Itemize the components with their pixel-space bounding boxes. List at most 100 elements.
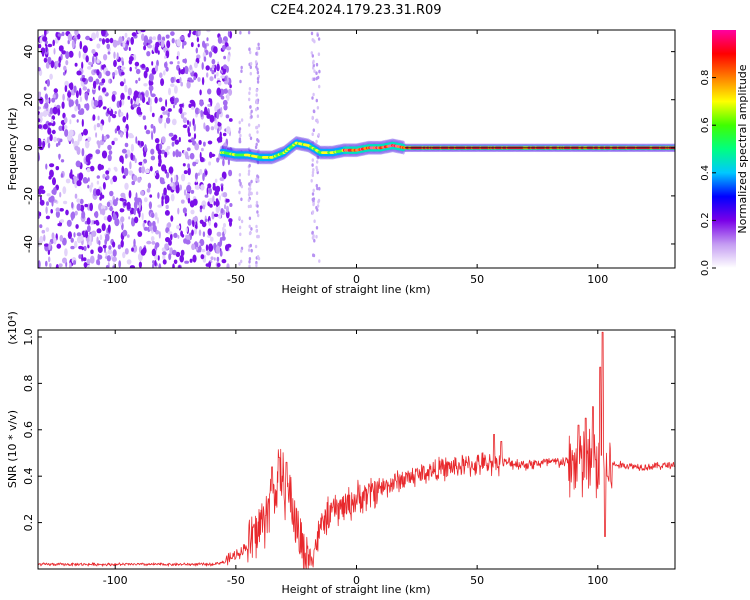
noise-blob: [169, 182, 174, 187]
noise-blob: [134, 61, 140, 67]
noise-blob: [112, 175, 118, 183]
snr-series-line: [38, 331, 675, 569]
noise-blob: [155, 242, 160, 248]
noise-blob: [64, 85, 68, 93]
noise-blob: [176, 51, 180, 57]
noise-blob: [207, 140, 213, 145]
noise-blob: [40, 47, 46, 55]
noise-blob: [128, 216, 131, 220]
noise-streak-blob: [249, 105, 252, 109]
noise-blob: [150, 124, 154, 129]
noise-blob: [68, 129, 74, 137]
noise-blob: [160, 149, 166, 155]
noise-blob: [206, 187, 209, 195]
noise-blob: [121, 165, 125, 174]
noise-blob: [200, 184, 205, 191]
noise-blob: [201, 249, 206, 253]
x-tick-label: 0: [353, 574, 360, 587]
noise-blob: [157, 50, 160, 55]
noise-blob: [76, 119, 79, 123]
noise-blob: [63, 116, 68, 124]
noise-blob: [55, 166, 60, 171]
noise-blob: [112, 72, 116, 77]
noise-streak-blob: [255, 229, 258, 233]
noise-blob: [96, 236, 99, 245]
noise-blob: [183, 238, 188, 244]
noise-blob: [163, 47, 168, 51]
noise-blob: [170, 233, 173, 241]
noise-blob: [73, 260, 77, 265]
noise-blob: [123, 167, 129, 177]
noise-blob: [193, 123, 196, 132]
noise-blob: [43, 234, 46, 242]
noise-blob: [123, 78, 126, 84]
noise-blob: [150, 93, 156, 98]
noise-blob: [175, 149, 180, 158]
noise-streak-blob: [256, 114, 260, 118]
noise-blob: [38, 139, 42, 148]
noise-blob: [205, 124, 210, 132]
noise-blob: [140, 141, 144, 147]
noise-streak-blob: [240, 65, 243, 70]
noise-streak-blob: [249, 136, 253, 141]
noise-blob: [68, 99, 72, 108]
noise-blob: [215, 187, 219, 195]
noise-blob: [119, 132, 124, 138]
noise-blob: [68, 50, 74, 58]
noise-streak-blob: [249, 71, 252, 76]
noise-streak-blob: [317, 52, 321, 56]
noise-blob: [226, 93, 230, 101]
noise-blob: [121, 71, 125, 76]
noise-blob: [176, 55, 179, 60]
noise-blob: [202, 40, 206, 48]
noise-blob: [171, 118, 177, 126]
noise-blob: [96, 123, 101, 128]
noise-blob: [161, 251, 167, 256]
noise-blob: [62, 237, 67, 246]
noise-blob: [128, 170, 134, 176]
noise-blob: [162, 111, 167, 115]
noise-blob: [191, 229, 194, 236]
noise-streak-blob: [256, 70, 260, 75]
noise-blob: [74, 105, 78, 112]
noise-blob: [73, 175, 76, 185]
noise-blob: [44, 93, 49, 100]
noise-streak-blob: [247, 169, 251, 173]
noise-blob: [82, 86, 88, 91]
noise-blob: [183, 150, 186, 156]
noise-blob: [194, 172, 198, 180]
noise-blob: [83, 128, 88, 136]
noise-blob: [189, 99, 195, 104]
noise-blob: [45, 163, 48, 170]
noise-blob: [56, 243, 62, 249]
noise-streak-blob: [248, 87, 252, 91]
noise-blob: [112, 249, 117, 257]
noise-blob: [224, 76, 227, 82]
noise-blob: [224, 204, 227, 210]
noise-blob: [209, 203, 213, 208]
noise-blob: [50, 60, 55, 69]
noise-blob: [179, 184, 182, 191]
noise-blob: [199, 205, 203, 210]
noise-streak-blob: [317, 198, 321, 203]
noise-streak-blob: [240, 259, 243, 264]
noise-blob: [124, 84, 128, 93]
noise-blob: [222, 44, 226, 51]
noise-blob: [217, 205, 221, 211]
noise-blob: [199, 168, 203, 175]
noise-blob: [216, 63, 220, 72]
spectrogram-y-ticks: -40 -20 0 20 40: [22, 45, 675, 253]
noise-blob: [106, 255, 111, 262]
noise-blob: [222, 88, 228, 94]
noise-blob: [163, 70, 166, 76]
noise-streak-blob: [311, 158, 314, 162]
noise-blob: [87, 264, 90, 268]
noise-blob: [119, 81, 125, 87]
noise-blob: [105, 70, 111, 77]
noise-blob: [58, 125, 63, 131]
noise-blob: [59, 234, 64, 242]
noise-blob: [91, 230, 97, 237]
noise-blob: [103, 216, 108, 221]
noise-blob: [201, 77, 205, 86]
noise-streak-blob: [311, 210, 315, 214]
